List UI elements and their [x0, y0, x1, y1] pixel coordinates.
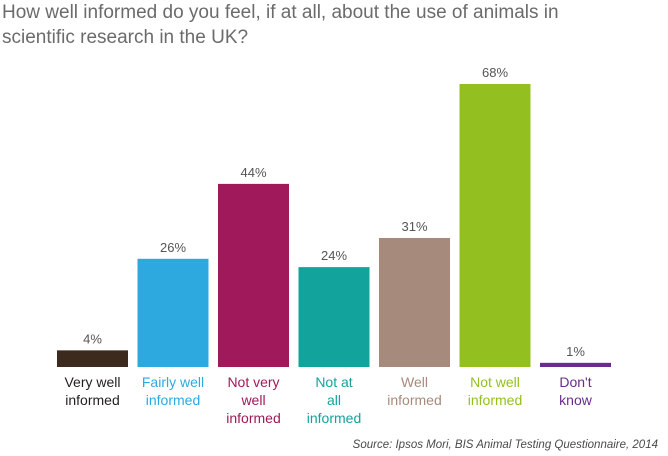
category-label-2-line-2: informed: [226, 410, 280, 426]
bar-1: [137, 258, 209, 367]
category-label-4-line-1: informed: [387, 392, 441, 408]
category-label-6-line-0: Don't: [559, 374, 591, 390]
category-label-3-line-2: informed: [307, 410, 361, 426]
category-label-3-line-0: Not at: [315, 374, 352, 390]
category-label-1-line-0: Fairly well: [142, 374, 204, 390]
value-label-2: 44%: [240, 165, 266, 180]
category-label-2-line-0: Not very: [227, 374, 279, 390]
category-label-6-line-1: know: [559, 392, 593, 408]
value-label-5: 68%: [482, 65, 508, 80]
bar-3: [298, 267, 370, 367]
category-label-5-line-1: informed: [468, 392, 522, 408]
value-label-4: 31%: [401, 219, 427, 234]
bar-0: [57, 350, 128, 367]
bar-6: [540, 362, 611, 367]
value-label-6: 1%: [566, 344, 585, 359]
category-label-5-line-0: Not well: [470, 374, 520, 390]
bar-4: [379, 237, 450, 367]
bar-5: [459, 84, 531, 367]
value-label-0: 4%: [83, 331, 102, 346]
category-label-2-line-1: well: [240, 392, 265, 408]
category-label-4-line-0: Well: [401, 374, 428, 390]
value-label-3: 24%: [321, 248, 347, 263]
category-label-0-line-0: Very well: [64, 374, 120, 390]
bar-2: [218, 183, 289, 367]
category-label-1-line-1: informed: [146, 392, 200, 408]
category-label-3-line-1: all: [327, 392, 341, 408]
category-label-0-line-1: informed: [65, 392, 119, 408]
value-label-1: 26%: [160, 240, 186, 255]
chart-title: How well informed do you feel, if at all…: [2, 2, 559, 48]
source-note: Source: Ipsos Mori, BIS Animal Testing Q…: [352, 439, 658, 451]
